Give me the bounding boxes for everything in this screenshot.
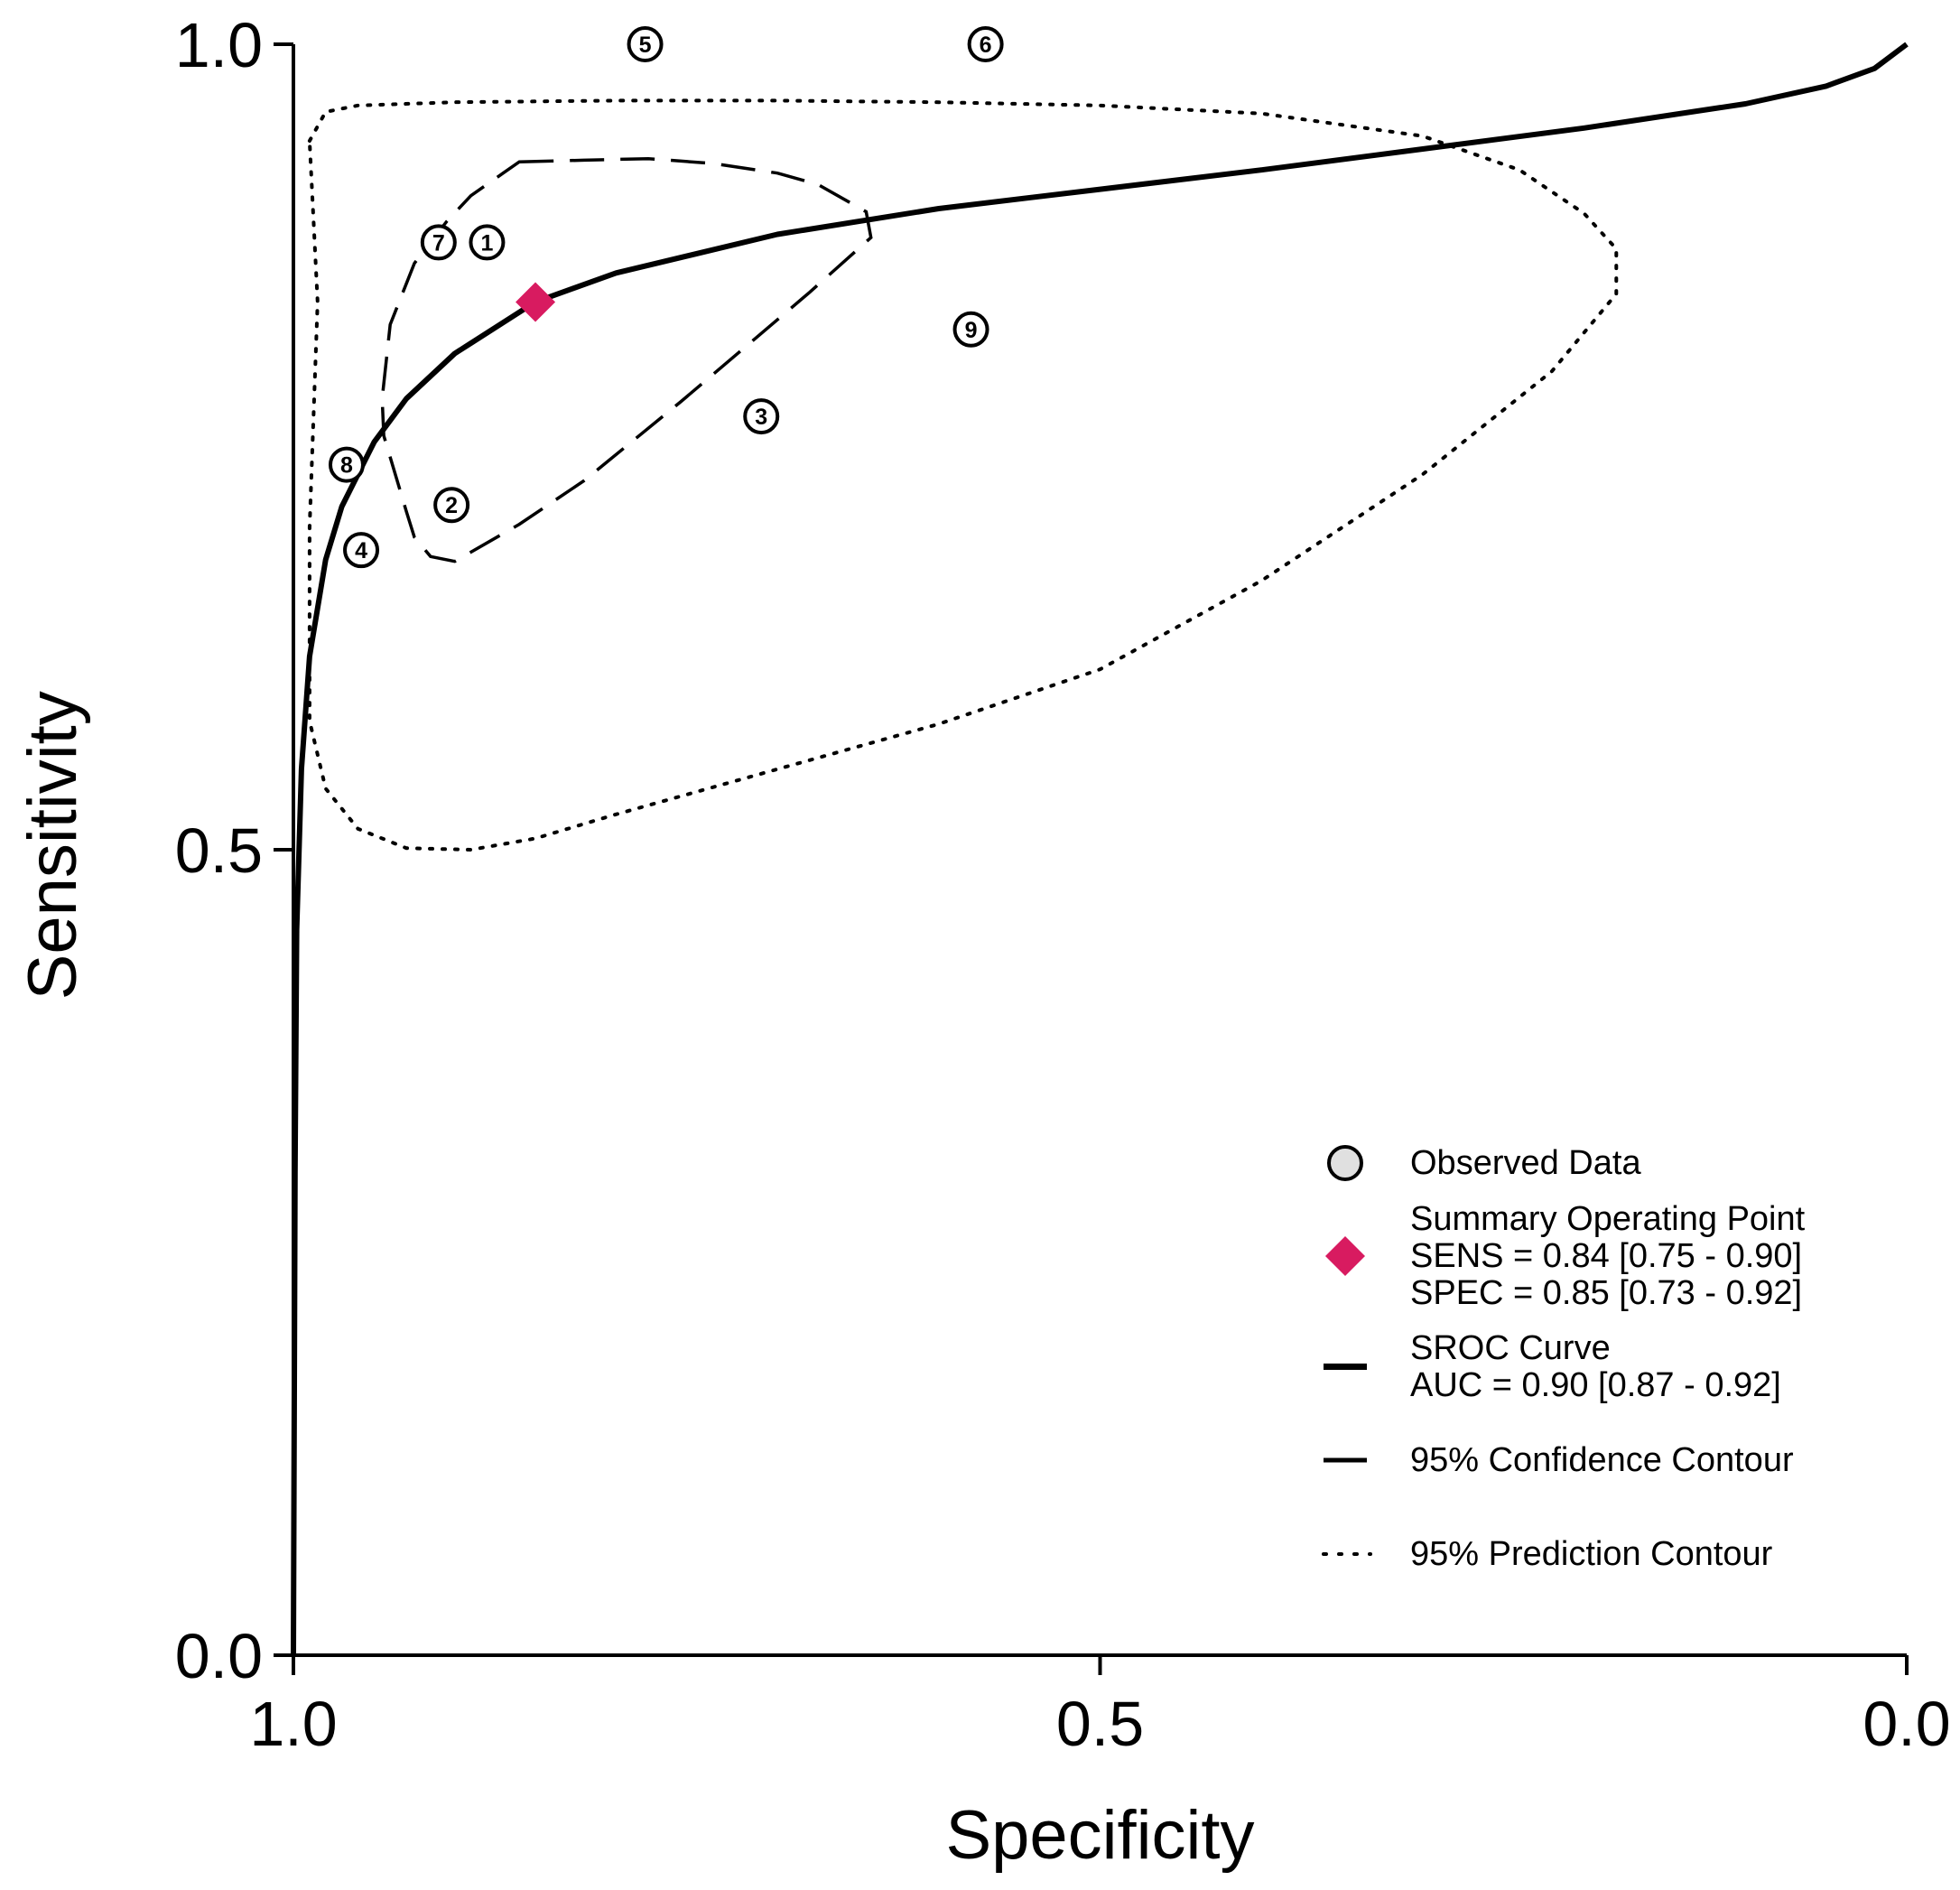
legend-item-dashed: 95% Confidence Contour <box>1324 1441 1794 1479</box>
observed-point-7: 7 <box>420 224 457 261</box>
x-tick-label: 0.5 <box>1056 1689 1144 1759</box>
observed-point-6: 6 <box>967 26 1004 62</box>
observed-point-marker <box>420 224 457 261</box>
legend-symbol-circle <box>1327 1145 1363 1181</box>
confidence-contour <box>380 156 873 563</box>
observed-point-marker <box>967 26 1004 62</box>
observed-point-marker <box>627 26 664 62</box>
legend-text-line: Observed Data <box>1410 1144 1641 1182</box>
observed-point-marker <box>469 224 506 261</box>
y-tick-label: 0.5 <box>175 815 263 886</box>
observed-point-label: 4 <box>355 538 367 563</box>
legend-item-dotted: 95% Prediction Contour <box>1322 1535 1773 1573</box>
observed-point-2: 2 <box>433 487 470 524</box>
observed-point-5: 5 <box>627 26 664 62</box>
x-axis-title: Specificity <box>945 1797 1254 1874</box>
summary-operating-point <box>516 282 556 322</box>
legend-text-line: Summary Operating Point <box>1410 1200 1806 1238</box>
points: 1 2 3 4 5 6 7 8 9 <box>328 26 1004 569</box>
observed-point-marker <box>343 532 380 569</box>
x-tick-label: 0.0 <box>1862 1689 1950 1759</box>
legend-text-line: AUC = 0.90 [0.87 - 0.92] <box>1410 1366 1781 1404</box>
observed-point-3: 3 <box>743 398 780 435</box>
observed-point-label: 2 <box>445 493 458 518</box>
observed-point-marker <box>743 398 780 435</box>
observed-point-8: 8 <box>328 446 365 483</box>
y-tick-label: 1.0 <box>175 10 263 80</box>
y-axis-title: Sensitivity <box>14 691 91 1000</box>
observed-point-1: 1 <box>469 224 506 261</box>
prediction-contour <box>307 98 1619 852</box>
observed-point-label: 5 <box>639 33 652 58</box>
legend-text-line: 95% Prediction Contour <box>1410 1535 1773 1573</box>
legend-symbol-diamond <box>1325 1236 1365 1276</box>
sroc-curve <box>291 42 1909 1656</box>
legend-text-line: SROC Curve <box>1410 1329 1611 1367</box>
legend-text-line: 95% Confidence Contour <box>1410 1441 1794 1479</box>
legend: Observed Data Summary Operating PointSENS… <box>1322 1144 1806 1573</box>
y-tick-label: 0.0 <box>175 1621 263 1691</box>
observed-point-4: 4 <box>343 532 380 569</box>
observed-point-label: 7 <box>432 230 445 256</box>
observed-point-marker <box>952 311 989 348</box>
observed-point-9: 9 <box>952 311 989 348</box>
axes: 0.0 0.5 1.0 1.0 0.5 0.0 Specificity Sensitivity <box>14 10 1951 1874</box>
observed-point-label: 8 <box>340 453 353 479</box>
observed-point-label: 9 <box>965 318 978 343</box>
curves <box>291 42 1909 1656</box>
observed-point-label: 6 <box>980 33 992 58</box>
observed-point-label: 1 <box>480 230 493 256</box>
observed-point-marker <box>433 487 470 524</box>
observed-point-marker <box>328 446 365 483</box>
legend-item-circle: Observed Data <box>1327 1144 1641 1182</box>
legend-text-line: SENS = 0.84 [0.75 - 0.90] <box>1410 1237 1802 1275</box>
legend-text-line: SPEC = 0.85 [0.73 - 0.92] <box>1410 1274 1802 1312</box>
x-tick-label: 1.0 <box>249 1689 337 1759</box>
observed-point-label: 3 <box>755 405 767 430</box>
